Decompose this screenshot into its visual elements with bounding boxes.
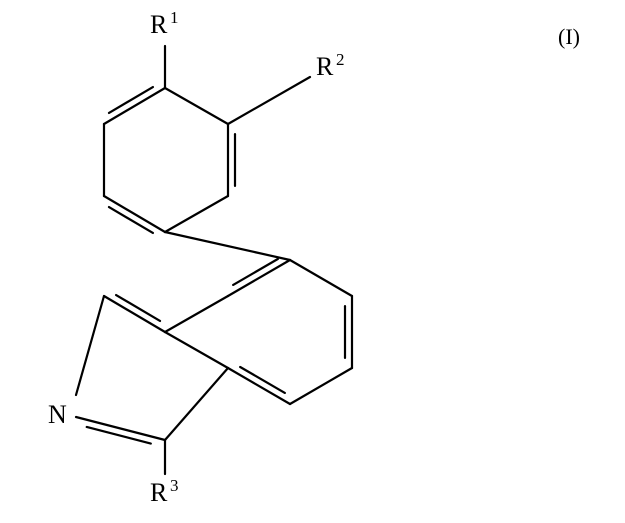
substituent-r3-sup: 3 <box>170 477 179 494</box>
formula-number-label: (I) <box>558 24 580 50</box>
substituent-r2-label: R <box>316 54 333 80</box>
substituent-r1-sup: 1 <box>170 9 179 26</box>
substituent-r1-label: R <box>150 12 167 38</box>
r3-base: R <box>150 478 167 507</box>
r1-base: R <box>150 10 167 39</box>
molecule-diagram <box>0 0 625 523</box>
r2-base: R <box>316 52 333 81</box>
substituent-r2-sup: 2 <box>336 51 345 68</box>
nitrogen-atom-label: N <box>48 402 67 428</box>
substituent-r3-label: R <box>150 480 167 506</box>
